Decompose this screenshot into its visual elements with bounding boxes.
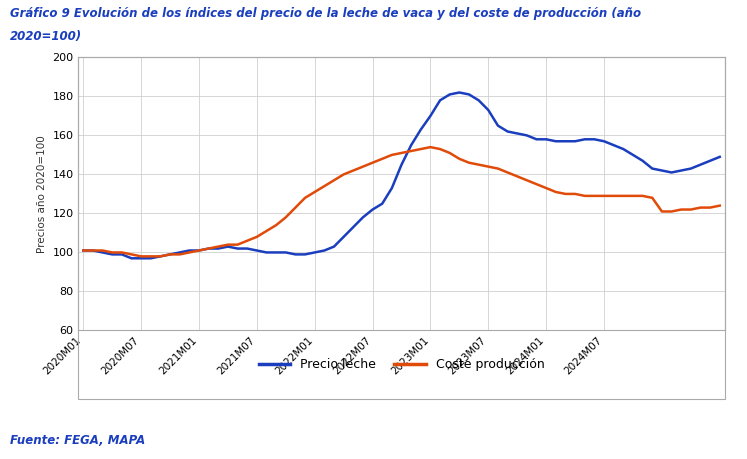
Precio leche: [378, 201, 387, 207]
Precio leche: [716, 154, 725, 160]
Precio leche: [455, 90, 464, 95]
Precio leche: [580, 136, 589, 142]
Coste producción: [378, 156, 387, 162]
Coste producción: [127, 252, 136, 257]
Y-axis label: Precios año 2020=100: Precios año 2020=100: [37, 135, 47, 253]
Coste producción: [78, 248, 87, 253]
Precio leche: [349, 224, 358, 230]
Coste producción: [716, 203, 725, 208]
Legend: Precio leche, Coste producción: Precio leche, Coste producción: [253, 353, 550, 376]
Text: Gráfico 9 Evolución de los índices del precio de la leche de vaca y del coste de: Gráfico 9 Evolución de los índices del p…: [10, 7, 641, 20]
Coste producción: [137, 253, 146, 259]
Coste producción: [349, 168, 358, 173]
Precio leche: [127, 256, 136, 261]
Precio leche: [677, 168, 686, 173]
Coste producción: [677, 207, 686, 212]
Line: Precio leche: Precio leche: [83, 92, 720, 258]
Text: 2020=100): 2020=100): [10, 30, 82, 43]
Precio leche: [78, 248, 87, 253]
Precio leche: [166, 252, 175, 257]
Line: Coste producción: Coste producción: [83, 147, 720, 256]
Coste producción: [580, 193, 589, 199]
Coste producción: [166, 252, 175, 257]
Text: Fuente: FEGA, MAPA: Fuente: FEGA, MAPA: [10, 434, 145, 447]
Precio leche: [137, 256, 146, 261]
Coste producción: [426, 144, 435, 150]
